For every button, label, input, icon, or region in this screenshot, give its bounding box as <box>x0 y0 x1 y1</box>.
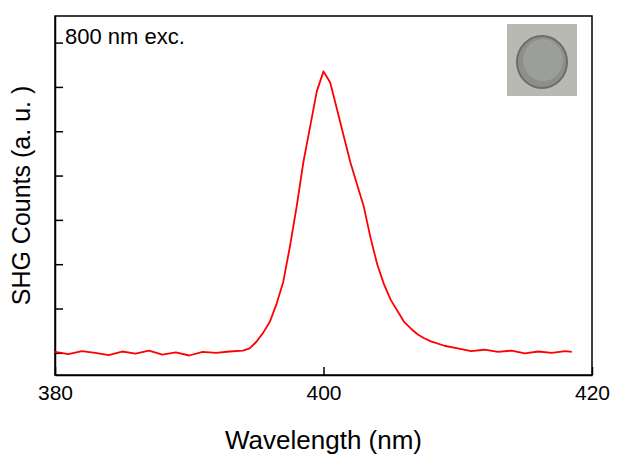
x-tick: 420 <box>575 367 610 404</box>
y-tick <box>55 220 63 221</box>
y-tick <box>55 43 63 44</box>
x-tick-label: 380 <box>38 381 73 404</box>
y-tick <box>55 309 63 310</box>
y-tick <box>55 176 63 177</box>
inset-background <box>507 24 577 96</box>
inset-coin-face <box>523 39 563 81</box>
x-tick-mark <box>323 367 325 375</box>
y-tick-mark <box>55 131 63 133</box>
y-tick <box>55 87 63 88</box>
marks <box>55 71 572 355</box>
annotation: 800 nm exc. <box>65 24 185 49</box>
y-tick <box>55 264 63 265</box>
y-axis <box>55 17 63 376</box>
y-axis-title: SHG Counts (a. u. ) <box>7 86 35 306</box>
y-tick <box>55 131 63 132</box>
x-axis: 380 400 420 <box>38 367 610 404</box>
x-tick: 400 <box>306 367 341 404</box>
plot: 380 400 420 800 nm exc. <box>38 16 610 404</box>
inset-coin <box>517 36 567 88</box>
y-tick-mark <box>55 264 63 266</box>
y-tick-mark <box>55 87 63 89</box>
x-tick-label: 420 <box>575 381 610 404</box>
y-tick-mark <box>55 220 63 222</box>
y-tick-mark <box>55 175 63 177</box>
x-axis-title: Wavelength (nm) <box>225 425 422 455</box>
x-tick-label: 400 <box>306 381 341 404</box>
plot-frame <box>55 16 592 375</box>
y-axis-line <box>55 17 57 376</box>
spectrum-line <box>55 71 572 355</box>
y-tick-mark <box>55 42 63 44</box>
chart: 380 400 420 800 nm exc. Wavelength (nm) SHG C… <box>0 0 620 463</box>
y-tick-mark <box>55 308 63 310</box>
x-tick-mark <box>592 367 594 375</box>
inset-photo <box>507 24 577 96</box>
